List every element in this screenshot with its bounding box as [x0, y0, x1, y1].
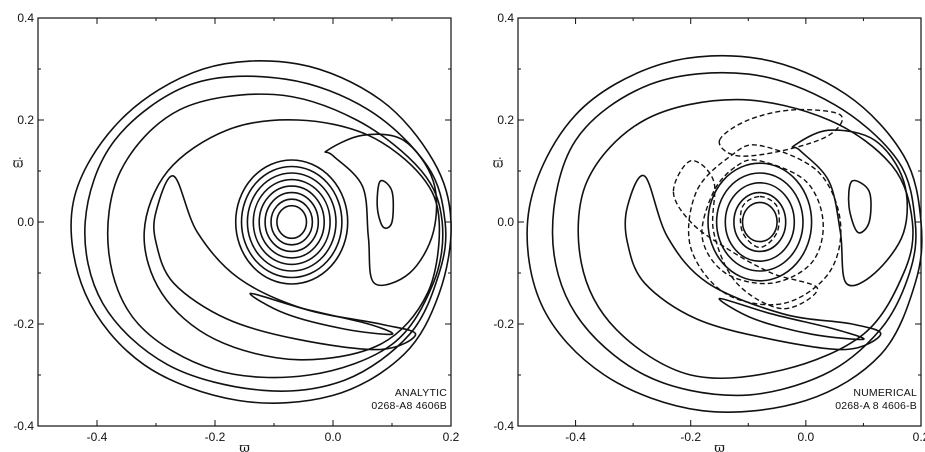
x-tick-label: -0.2 — [205, 430, 226, 444]
nested-contour — [707, 162, 813, 282]
plot-frame — [37, 17, 452, 427]
dashed-contour-dashed-left-lobe — [672, 160, 819, 310]
dashed-contour-dashed-upper — [718, 108, 844, 157]
x-tick-label: -0.4 — [87, 430, 108, 444]
panel-analytic: -0.4 -0.2 0.0 0.2 -0.4 -0.2 0.0 0.2 0.4 ϖ ϖ̇ ANALYT… — [13, 11, 460, 452]
y-tick-label: -0.2 — [13, 317, 34, 331]
y-tick-label: 0.4 — [17, 11, 34, 25]
nested-contour — [724, 182, 796, 263]
x-axis-label: ϖ — [714, 441, 725, 452]
contour-small-bottom — [249, 292, 394, 336]
annotation-line: ANALYTIC — [395, 387, 447, 399]
nested-contour — [240, 165, 343, 279]
nested-contour — [741, 201, 778, 243]
annotation-line: 0268-A8 4606B — [371, 400, 447, 412]
x-tick-label: 0.2 — [443, 430, 460, 444]
contour-outer-1 — [70, 60, 452, 404]
y-tick-label: 0.0 — [497, 215, 514, 229]
dashed-contour-dashed-inner — [739, 195, 780, 249]
annotation-line: 0268-A 8 4606-B — [835, 400, 917, 412]
y-tick-label: -0.4 — [493, 419, 514, 433]
nested-contour — [234, 159, 349, 285]
y-tick-label: 0.2 — [497, 113, 514, 127]
nested-contour — [264, 191, 320, 253]
nested-contour — [715, 172, 804, 272]
nested-contour — [270, 198, 314, 246]
y-tick-label: 0.2 — [17, 113, 34, 127]
x-axis-label: ϖ — [239, 441, 250, 452]
contour-outer-4 — [143, 119, 441, 361]
y-tick-label: 0.0 — [17, 215, 34, 229]
nested-contour — [246, 172, 337, 272]
contour-outer-3 — [577, 98, 914, 379]
y-axis-label: ϖ̇ — [13, 157, 24, 172]
contour-outer-2 — [84, 75, 447, 392]
nested-contour — [276, 204, 308, 240]
y-tick-label: -0.4 — [13, 419, 34, 433]
y-tick-label: 0.4 — [497, 11, 514, 25]
contour-small-bottom — [718, 297, 865, 341]
x-tick-label: -0.4 — [565, 430, 586, 444]
contour-outer-2 — [551, 71, 917, 397]
contour-outer-1 — [526, 54, 923, 413]
contour-small-right — [376, 179, 395, 229]
y-tick-label: -0.2 — [493, 317, 514, 331]
nested-contour — [258, 185, 326, 259]
x-tick-label: 0.0 — [798, 430, 815, 444]
dashed-contour-dashed-ring-2 — [701, 159, 824, 285]
annotation-line: NUMERICAL — [853, 387, 917, 399]
contour-lobe-upper — [791, 129, 909, 287]
contour-lobe-lower — [153, 175, 417, 351]
x-tick-label: 0.2 — [913, 430, 925, 444]
y-axis-label: ϖ̇ — [493, 157, 504, 172]
nested-contour — [733, 191, 787, 253]
contour-lobe-upper — [324, 133, 438, 287]
panel-numerical: -0.4 -0.2 0.0 0.2 -0.4 -0.2 0.0 0.2 0.4 ϖ ϖ̇ NUMERI… — [493, 11, 925, 452]
contour-small-right — [847, 179, 872, 234]
nested-contour — [252, 178, 331, 266]
x-tick-label: 0.0 — [325, 430, 342, 444]
contour-lobe-lower — [624, 174, 882, 351]
x-tick-label: -0.2 — [680, 430, 701, 444]
